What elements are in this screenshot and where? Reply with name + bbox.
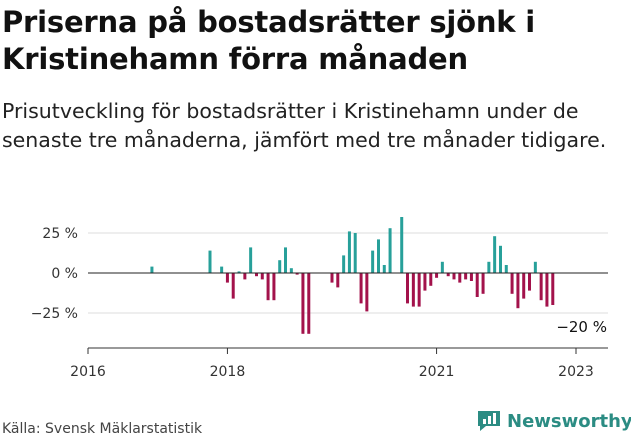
- bar: [464, 273, 468, 280]
- x-tick-label: 2023: [558, 364, 594, 380]
- bar: [278, 260, 282, 273]
- bar: [382, 265, 386, 273]
- bar: [359, 273, 363, 304]
- bar: [440, 261, 444, 273]
- bar: [295, 273, 299, 275]
- bar: [417, 273, 421, 307]
- newsworthy-logo[interactable]: Newsworthy: [476, 409, 631, 433]
- bar: [406, 273, 410, 304]
- y-tick-label: 0 %: [51, 266, 78, 282]
- source-label: Källa: Svensk Mäklarstatistik: [2, 421, 203, 437]
- bar: [353, 233, 357, 273]
- bar: [475, 273, 479, 297]
- bar: [266, 273, 270, 301]
- bar: [551, 273, 555, 305]
- bar: [545, 273, 549, 307]
- bar: [522, 273, 526, 299]
- bar: [458, 273, 462, 283]
- bar: [539, 273, 543, 301]
- bar: [260, 273, 264, 280]
- bar: [272, 273, 276, 301]
- bar: [516, 273, 520, 309]
- bar: [400, 217, 404, 273]
- bar: [487, 261, 491, 273]
- y-tick-label: 25 %: [42, 226, 78, 242]
- bar: [347, 231, 351, 273]
- bar: [493, 236, 497, 273]
- bar: [307, 273, 311, 334]
- bar: [452, 273, 456, 280]
- bar: [330, 273, 334, 283]
- bar: [371, 250, 375, 273]
- bar: [411, 273, 415, 307]
- bar: [481, 273, 485, 294]
- bar: [254, 273, 258, 277]
- bar: [336, 273, 340, 288]
- bar: [423, 273, 427, 291]
- bar: [231, 273, 235, 299]
- bar: [528, 273, 532, 291]
- x-tick-label: 2016: [70, 364, 106, 380]
- x-tick-label: 2021: [419, 364, 455, 380]
- bar: [533, 261, 537, 273]
- bar: [237, 271, 241, 273]
- bar: [301, 273, 305, 334]
- bar: [220, 266, 224, 273]
- bar: [504, 265, 508, 273]
- bar: [510, 273, 514, 294]
- newsworthy-icon: [478, 411, 500, 431]
- bar: [498, 245, 502, 273]
- bar: [284, 247, 288, 273]
- chart-subtitle: Prisutveckling för bostadsrätter i Krist…: [2, 99, 607, 152]
- bar: [249, 247, 253, 273]
- last-value-label: −20 %: [556, 318, 607, 336]
- x-tick-label: 2018: [210, 364, 246, 380]
- bar: [469, 273, 473, 281]
- bar: [208, 250, 212, 273]
- brand-name: Newsworthy: [507, 410, 631, 432]
- bar: [150, 266, 154, 273]
- bar: [446, 273, 450, 277]
- bar: [388, 228, 392, 273]
- chart-title: Priserna på bostadsrätter sjönk i Kristi…: [2, 5, 536, 76]
- bar: [365, 273, 369, 312]
- bar: [435, 273, 439, 278]
- bar: [342, 255, 346, 273]
- bar: [289, 268, 293, 273]
- y-tick-label: −25 %: [31, 306, 78, 322]
- bar: [376, 239, 380, 273]
- bar: [225, 273, 229, 283]
- bar: [243, 273, 247, 280]
- bar: [429, 273, 433, 286]
